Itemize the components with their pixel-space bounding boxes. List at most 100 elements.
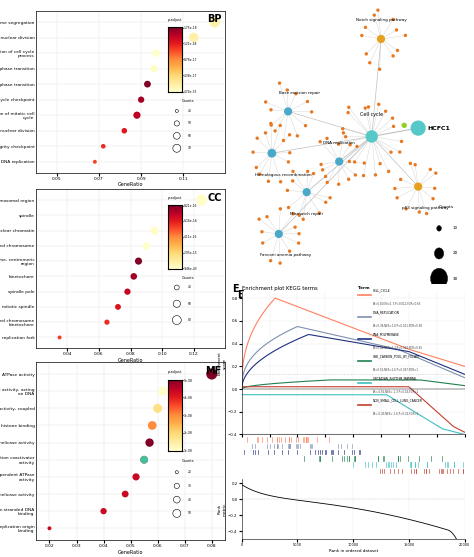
Point bbox=[286, 247, 293, 256]
Point bbox=[302, 121, 310, 130]
Point bbox=[375, 100, 383, 109]
Text: ES=0.48,NES=1.7,P=0.044,FDR=0.45: ES=0.48,NES=1.7,P=0.044,FDR=0.45 bbox=[373, 346, 423, 350]
Point bbox=[143, 241, 150, 250]
Point bbox=[198, 196, 205, 204]
Y-axis label: Rank
metric: Rank metric bbox=[218, 502, 227, 516]
Point bbox=[374, 6, 382, 14]
Text: MF: MF bbox=[205, 365, 221, 375]
Text: BP: BP bbox=[207, 14, 221, 25]
Point bbox=[285, 203, 292, 212]
Point bbox=[429, 194, 437, 203]
Text: 10: 10 bbox=[453, 226, 458, 231]
Point bbox=[377, 35, 385, 43]
Point bbox=[376, 65, 383, 74]
Point bbox=[335, 180, 343, 189]
Point bbox=[401, 121, 408, 130]
Point bbox=[316, 137, 324, 146]
Point bbox=[300, 215, 307, 224]
Text: ES=0.38,NES=1.8,P=0.021,FDR=0.58: ES=0.38,NES=1.8,P=0.021,FDR=0.58 bbox=[373, 324, 423, 329]
Text: 30: 30 bbox=[453, 276, 458, 281]
Point bbox=[387, 148, 395, 157]
Point bbox=[344, 108, 352, 117]
Point bbox=[382, 107, 390, 116]
Point bbox=[316, 208, 323, 217]
Point bbox=[114, 302, 122, 311]
Text: Cell cycle: Cell cycle bbox=[360, 112, 383, 117]
Point bbox=[393, 26, 401, 35]
Point bbox=[346, 157, 353, 166]
Point bbox=[304, 167, 311, 176]
Point bbox=[362, 23, 369, 32]
Text: 20: 20 bbox=[453, 251, 458, 256]
Point bbox=[276, 258, 284, 267]
Point bbox=[255, 214, 263, 223]
Point bbox=[208, 370, 216, 379]
Point bbox=[284, 158, 292, 167]
Point bbox=[414, 182, 422, 191]
Point bbox=[340, 128, 347, 137]
Point bbox=[372, 170, 379, 179]
Point bbox=[310, 169, 317, 178]
Point bbox=[276, 121, 284, 130]
Circle shape bbox=[437, 226, 441, 231]
Point bbox=[345, 103, 353, 112]
Point bbox=[289, 177, 296, 185]
Text: RNA_POLYMERASE: RNA_POLYMERASE bbox=[373, 333, 400, 336]
Point bbox=[317, 160, 325, 169]
Point bbox=[144, 80, 151, 89]
Point bbox=[326, 193, 334, 202]
Point bbox=[267, 105, 275, 114]
Point bbox=[254, 134, 261, 143]
Point bbox=[283, 186, 291, 195]
Point bbox=[431, 184, 438, 193]
Text: Counts: Counts bbox=[438, 205, 454, 209]
Text: p53 signaling pathway: p53 signaling pathway bbox=[402, 206, 448, 210]
Point bbox=[335, 140, 343, 149]
Point bbox=[256, 170, 264, 179]
Point bbox=[322, 172, 329, 181]
Point bbox=[262, 97, 269, 106]
Point bbox=[262, 129, 269, 138]
Point bbox=[249, 148, 257, 157]
Point bbox=[148, 421, 156, 430]
Point bbox=[394, 46, 401, 55]
Point bbox=[411, 160, 419, 169]
Point bbox=[276, 79, 283, 87]
X-axis label: GeneRatio: GeneRatio bbox=[118, 182, 143, 187]
Point bbox=[292, 89, 300, 98]
Point bbox=[339, 124, 346, 133]
Point bbox=[391, 184, 399, 193]
Text: Enrichment plot KEGG terms: Enrichment plot KEGG terms bbox=[242, 286, 318, 291]
Point bbox=[171, 211, 179, 220]
Circle shape bbox=[430, 268, 447, 289]
Point bbox=[368, 132, 375, 141]
Point bbox=[137, 95, 145, 104]
Text: ES=0.53,NES=1.6,P=0.047,FDR=1: ES=0.53,NES=1.6,P=0.047,FDR=1 bbox=[373, 368, 419, 373]
Point bbox=[323, 178, 331, 187]
Point bbox=[140, 455, 148, 464]
Point bbox=[263, 212, 271, 221]
Point bbox=[268, 149, 275, 158]
Text: CELL_CYCLE: CELL_CYCLE bbox=[373, 289, 391, 292]
Text: Homologous recombination: Homologous recombination bbox=[255, 173, 312, 177]
Text: ONE_CARBON_POOL_BY_FOLATE: ONE_CARBON_POOL_BY_FOLATE bbox=[373, 354, 420, 359]
X-axis label: GeneRatio: GeneRatio bbox=[118, 358, 143, 363]
Point bbox=[121, 490, 129, 499]
Point bbox=[286, 148, 293, 157]
Point bbox=[124, 287, 131, 296]
Point bbox=[351, 158, 358, 167]
Point bbox=[345, 175, 353, 184]
Point bbox=[390, 122, 397, 131]
Point bbox=[423, 209, 430, 218]
Point bbox=[100, 507, 107, 516]
Text: ES=-0.43,NES=-1.6,P=0.02,FDR=1: ES=-0.43,NES=-1.6,P=0.02,FDR=1 bbox=[373, 412, 419, 417]
Point bbox=[396, 148, 403, 157]
X-axis label: Rank in ordered dataset: Rank in ordered dataset bbox=[328, 549, 378, 553]
Point bbox=[292, 223, 299, 232]
Point bbox=[342, 132, 349, 141]
Point bbox=[427, 165, 434, 174]
Text: Mismatch repair: Mismatch repair bbox=[290, 212, 323, 216]
Point bbox=[103, 317, 111, 326]
X-axis label: GeneRatio: GeneRatio bbox=[118, 550, 143, 555]
Y-axis label: Enrichment
score: Enrichment score bbox=[218, 351, 227, 375]
